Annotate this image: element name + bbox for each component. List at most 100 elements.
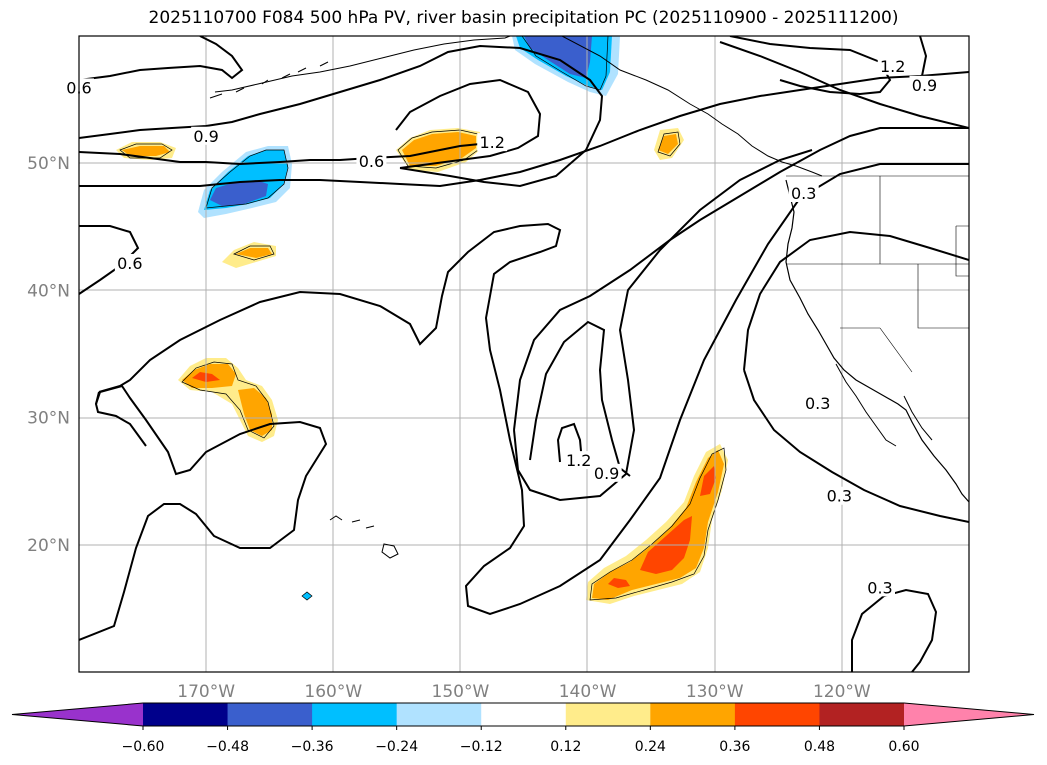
colorbar-tick-label: 0.12 <box>550 739 581 755</box>
graticule <box>79 36 969 672</box>
contour-label-halo <box>114 253 145 272</box>
pv-contour-0.9-east <box>729 36 892 96</box>
lon-tick-label: 140°W <box>559 682 617 702</box>
contour-label-halo <box>191 126 222 145</box>
pv-contour-ridge-0.6 <box>79 225 140 295</box>
pv-contour-0.3-se <box>851 588 938 672</box>
precip-shade-bc-mid <box>658 134 678 154</box>
colorbar: −0.60 −0.48 −0.36 −0.24 −0.12 0.12 0.24 0.36 0.4… <box>11 702 1035 755</box>
coastline-alaska <box>214 36 823 177</box>
contour-label: 0.9 <box>912 76 937 95</box>
pv-contour-0.9-loop <box>513 149 813 502</box>
lon-tick-label: 160°W <box>304 682 362 702</box>
contour-label-halo <box>802 393 833 412</box>
contour-labels: 0.60.90.60.61.21.20.90.31.20.90.30.30.3 <box>64 56 940 597</box>
lat-tick-label: 30°N <box>27 409 70 429</box>
contour-label: 0.3 <box>791 184 816 203</box>
contour-label: 0.9 <box>594 464 619 483</box>
pv-contour-loop-west <box>79 384 328 641</box>
precip-outline-bc <box>657 131 681 157</box>
colorbar-segment <box>734 703 820 726</box>
colorbar-tick-label: −0.60 <box>122 739 165 755</box>
colorbar-tick-label: 0.60 <box>888 739 919 755</box>
contour-label-halo <box>824 486 855 505</box>
precip-outline-43n <box>233 245 275 261</box>
precip-shading <box>116 36 728 604</box>
contour-label-halo <box>563 451 594 470</box>
colorbar-tick-label: −0.36 <box>291 739 334 755</box>
colorbar-segment <box>481 703 567 726</box>
precip-shade-subtrop-core2 <box>700 466 716 496</box>
colorbar-tick-label: −0.48 <box>206 739 249 755</box>
colorbar-segment <box>650 703 736 726</box>
contour-label: 0.3 <box>867 578 892 597</box>
pv-contour-0.3-east <box>743 230 969 371</box>
lat-tick-labels: 20°N 30°N 40°N 50°N <box>27 154 70 556</box>
pv-contour-0.6-north <box>79 36 244 81</box>
pv-contour-trough-0.3 <box>98 163 969 616</box>
contour-label-halo <box>788 184 819 202</box>
contour-label: 0.3 <box>805 394 830 413</box>
precip-shade-pac-neg-core <box>210 180 268 206</box>
precip-outline-subtrop <box>589 447 727 601</box>
colorbar-extend-low <box>12 703 143 726</box>
pv-contour-0.9-inner <box>529 320 631 477</box>
contour-label-halo <box>909 75 940 94</box>
contour-label-halo <box>591 463 622 482</box>
precip-shade-subtrop-core3 <box>608 578 630 588</box>
contour-label-halo <box>877 56 908 75</box>
pv-contour-1.2-north <box>395 78 542 169</box>
pv-contour-0.3-nw <box>94 391 147 447</box>
precip-shade-small-neg <box>302 592 312 600</box>
colorbar-tick-label: 0.24 <box>635 739 666 755</box>
lon-tick-labels: 170°W 160°W 150°W 140°W 130°W 120°W <box>177 682 871 702</box>
chart-title: 2025110700 F084 500 hPa PV, river basin … <box>148 8 899 28</box>
contour-label: 0.6 <box>117 254 142 273</box>
contour-label: 1.2 <box>479 133 504 152</box>
contour-label-halo <box>477 133 508 152</box>
colorbar-segment <box>312 703 398 726</box>
precip-outline-small <box>301 591 313 601</box>
contour-label: 0.3 <box>827 487 852 506</box>
colorbar-tick-label: −0.12 <box>460 739 503 755</box>
lon-tick-label: 130°W <box>686 682 744 702</box>
lat-tick-label: 20°N <box>27 536 70 556</box>
contour-label-halo <box>356 152 387 171</box>
pv-contour-0.6-west <box>79 143 481 166</box>
colorbar-segment <box>143 703 229 726</box>
precip-shade-subtrop-mid <box>592 450 724 600</box>
contour-label: 0.6 <box>359 152 384 171</box>
lat-tick-label: 50°N <box>27 154 70 174</box>
border-states <box>786 175 969 373</box>
colorbar-segment <box>396 703 482 726</box>
lat-tick-label: 40°N <box>27 281 70 301</box>
colorbar-tick-label: 0.36 <box>719 739 750 755</box>
coastline-hawaii <box>329 515 399 559</box>
precip-shade-hawaii-mid2 <box>238 388 272 436</box>
precip-outline-west <box>119 143 173 159</box>
precip-outline-pac-neg <box>205 149 289 209</box>
lon-tick-label: 120°W <box>813 682 871 702</box>
colorbar-tick-label: 0.48 <box>804 739 835 755</box>
precip-outline-hawaii <box>181 361 275 439</box>
pv-contour-0.9-east2 <box>919 36 928 77</box>
colorbar-extend-high <box>904 703 1034 726</box>
pv-contours <box>79 36 969 672</box>
coastline-aleutians <box>209 61 329 99</box>
precip-outline-alaska <box>521 36 609 91</box>
colorbar-segment <box>819 703 905 726</box>
pv-contour-0.9-trough <box>513 127 969 431</box>
precip-outlines <box>119 36 727 601</box>
pv-contour-1.2-inner <box>556 422 583 463</box>
map-frame <box>78 35 970 673</box>
pv-contour-1.2-east <box>719 41 969 129</box>
precip-shade-51n-mid <box>402 132 476 166</box>
contour-label: 0.9 <box>193 127 218 146</box>
coastline-na-west <box>785 179 969 503</box>
pv-contour-0.3-south <box>743 369 969 523</box>
contour-label: 1.2 <box>566 451 591 470</box>
contour-label-halo <box>865 578 895 597</box>
colorbar-segment <box>227 703 313 726</box>
precip-shade-alaska-core <box>524 36 592 78</box>
precip-shade-43n-mid <box>236 248 272 258</box>
